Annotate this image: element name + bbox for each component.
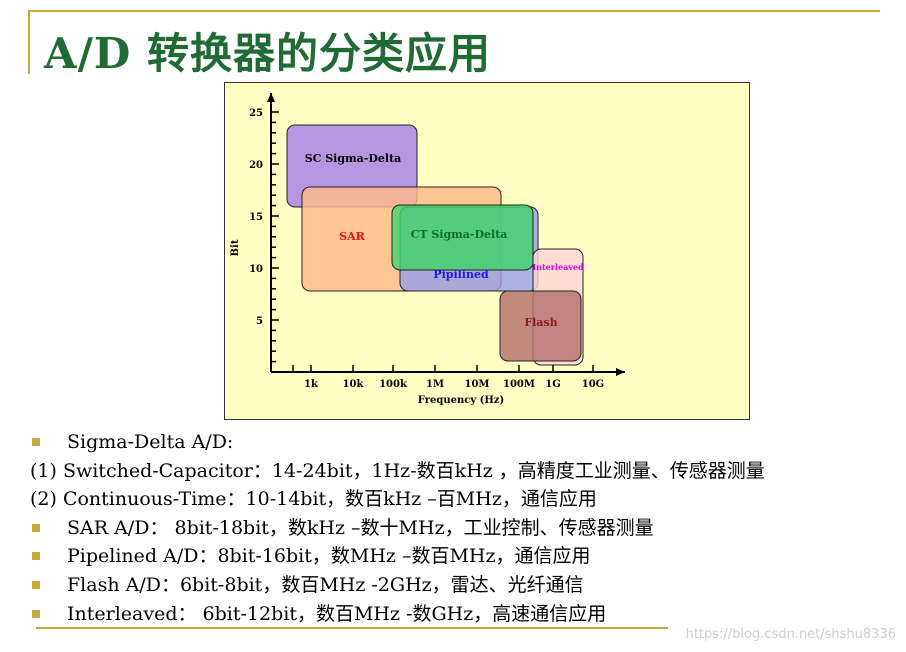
chart-svg: SC Sigma-Delta SAR Pipilined CT Sigma-Delta… <box>230 93 625 406</box>
x-tick-label: 10G <box>582 379 604 390</box>
bottom-rule <box>36 627 668 629</box>
region-label-ct-sigma-delta: CT Sigma-Delta <box>411 228 508 241</box>
region-labels-layer: SC Sigma-Delta SAR Pipilined CT Sigma-Delta… <box>305 152 584 329</box>
x-tick-label: 10k <box>343 379 365 390</box>
left-rule <box>28 10 30 74</box>
x-tick-label: 10M <box>465 379 490 390</box>
region-label-sc-sigma-delta: SC Sigma-Delta <box>305 152 402 165</box>
bullet-text: Interleaved： 6bit-12bit，数百MHz -数GHz，高速通信… <box>67 602 607 625</box>
y-axis-arrow <box>267 93 275 102</box>
region-label-flash: Flash <box>524 316 557 329</box>
adc-classification-chart: SC Sigma-Delta SAR Pipilined CT Sigma-Delta… <box>224 82 750 420</box>
slide-title: A/D 转换器的分类应用 <box>44 29 491 78</box>
region-label-interleaved: Interleaved <box>532 262 584 272</box>
x-tick-label: 1k <box>304 379 319 390</box>
bullet-item: Sigma-Delta A/D: <box>30 428 890 457</box>
bullet-item: Flash A/D：6bit-8bit，数百MHz -2GHz，雷达、光纤通信 <box>30 571 890 600</box>
sub-item: (1) Switched-Capacitor：14-24bit，1Hz-数百kH… <box>30 457 890 486</box>
bullet-item: Pipelined A/D：8bit-16bit，数MHz –数百MHz，通信应… <box>30 542 890 571</box>
x-axis-title: Frequency (Hz) <box>418 395 504 406</box>
bullet-text: SAR A/D： 8bit-18bit，数kHz –数十MHz，工业控制、传感器… <box>67 516 654 539</box>
watermark: https://blog.csdn.net/shshu8336 <box>685 627 896 642</box>
bullet-text: Sigma-Delta A/D: <box>67 431 234 453</box>
y-tick-label: 10 <box>249 264 263 275</box>
bullet-text: (2) Continuous-Time：10-14bit，数百kHz –百MHz… <box>30 488 597 511</box>
y-tick-label: 5 <box>256 316 263 327</box>
region-flash <box>499 290 582 362</box>
sub-item: (2) Continuous-Time：10-14bit，数百kHz –百MHz… <box>30 485 890 514</box>
region-ct-sigma-delta <box>391 204 534 271</box>
x-tick-label: 1G <box>545 379 561 390</box>
axes-layer: 5 10 15 20 25 1k 10k 100k 1M 10M 100M 1G 10G Frequenc… <box>230 93 625 406</box>
x-tick-label: 100k <box>379 379 408 390</box>
bullet-marker-icon <box>32 609 40 618</box>
bullet-text: Pipelined A/D：8bit-16bit，数MHz –数百MHz，通信应… <box>67 545 591 568</box>
region-label-sar: SAR <box>339 230 365 243</box>
bullet-list: Sigma-Delta A/D: (1) Switched-Capacitor：1… <box>30 428 890 628</box>
bullet-item: SAR A/D： 8bit-18bit，数kHz –数十MHz，工业控制、传感器… <box>30 514 890 543</box>
bullet-marker-icon <box>32 523 40 532</box>
bullet-item: Interleaved： 6bit-12bit，数百MHz -数GHz，高速通信… <box>30 600 890 629</box>
y-tick-label: 15 <box>249 212 263 223</box>
x-axis-arrow <box>616 368 625 376</box>
region-label-pipilined: Pipilined <box>433 268 489 281</box>
x-tick-label: 1M <box>426 379 444 390</box>
x-tick-label: 100M <box>503 379 535 390</box>
bullet-marker-icon <box>32 580 40 589</box>
y-axis-title: Bit <box>230 239 241 256</box>
bullet-text: (1) Switched-Capacitor：14-24bit，1Hz-数百kH… <box>30 459 765 482</box>
bullet-marker-icon <box>32 552 40 561</box>
bullet-marker-icon <box>32 438 40 446</box>
top-rule <box>28 10 880 12</box>
regions-layer <box>286 124 584 366</box>
bullet-text: Flash A/D：6bit-8bit，数百MHz -2GHz，雷达、光纤通信 <box>67 573 584 596</box>
y-tick-label: 20 <box>249 160 263 171</box>
y-tick-label: 25 <box>249 108 263 119</box>
